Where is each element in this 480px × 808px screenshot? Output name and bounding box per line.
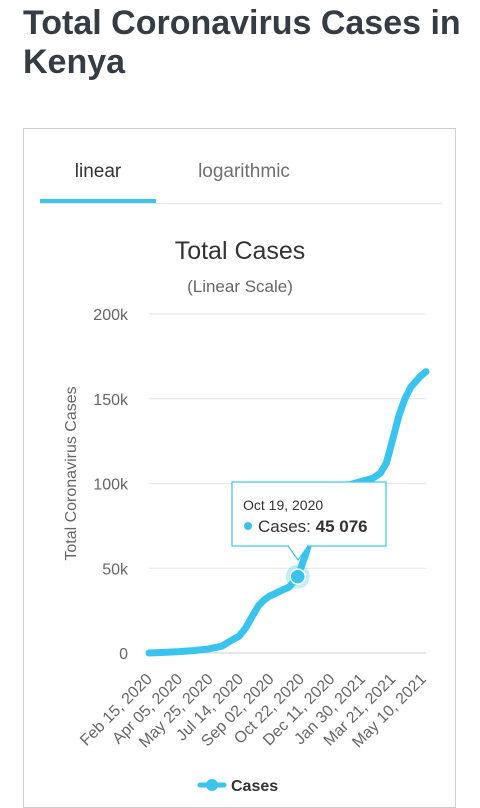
tooltip: Oct 19, 2020 Cases: 45 076 [231, 481, 387, 562]
tab-logarithmic[interactable]: logarithmic [198, 161, 290, 182]
tooltip-pointer [287, 545, 309, 562]
tooltip-box [231, 481, 387, 547]
legend-swatch-marker [206, 779, 218, 791]
tab-linear[interactable]: linear [40, 161, 156, 203]
y-tick-label: 50k [102, 561, 129, 578]
legend: Cases [197, 778, 278, 791]
tooltip-date: Oct 19, 2020 [243, 497, 323, 513]
data-point-hover [289, 568, 306, 585]
scale-tabs: linear logarithmic [40, 149, 442, 204]
y-tick-label: 0 [119, 646, 128, 663]
total-cases-chart: Total Cases (Linear Scale) 0 50k 100k 150k 200… [63, 237, 430, 791]
y-tick-label: 100k [93, 477, 129, 494]
page-title: Total Coronavirus Cases in Kenya [23, 4, 461, 81]
y-axis-title: Total Coronavirus Cases [63, 386, 80, 560]
y-tick-label: 200k [93, 307, 129, 324]
tooltip-value: 45 076 [316, 517, 368, 536]
y-tick-label: 150k [93, 392, 129, 409]
legend-label: Cases [231, 778, 278, 791]
chart-title: Total Cases [175, 237, 306, 265]
tooltip-label: Cases: 45 076 [258, 517, 368, 536]
tooltip-series-marker [244, 522, 252, 530]
chart-subtitle: (Linear Scale) [187, 277, 293, 296]
